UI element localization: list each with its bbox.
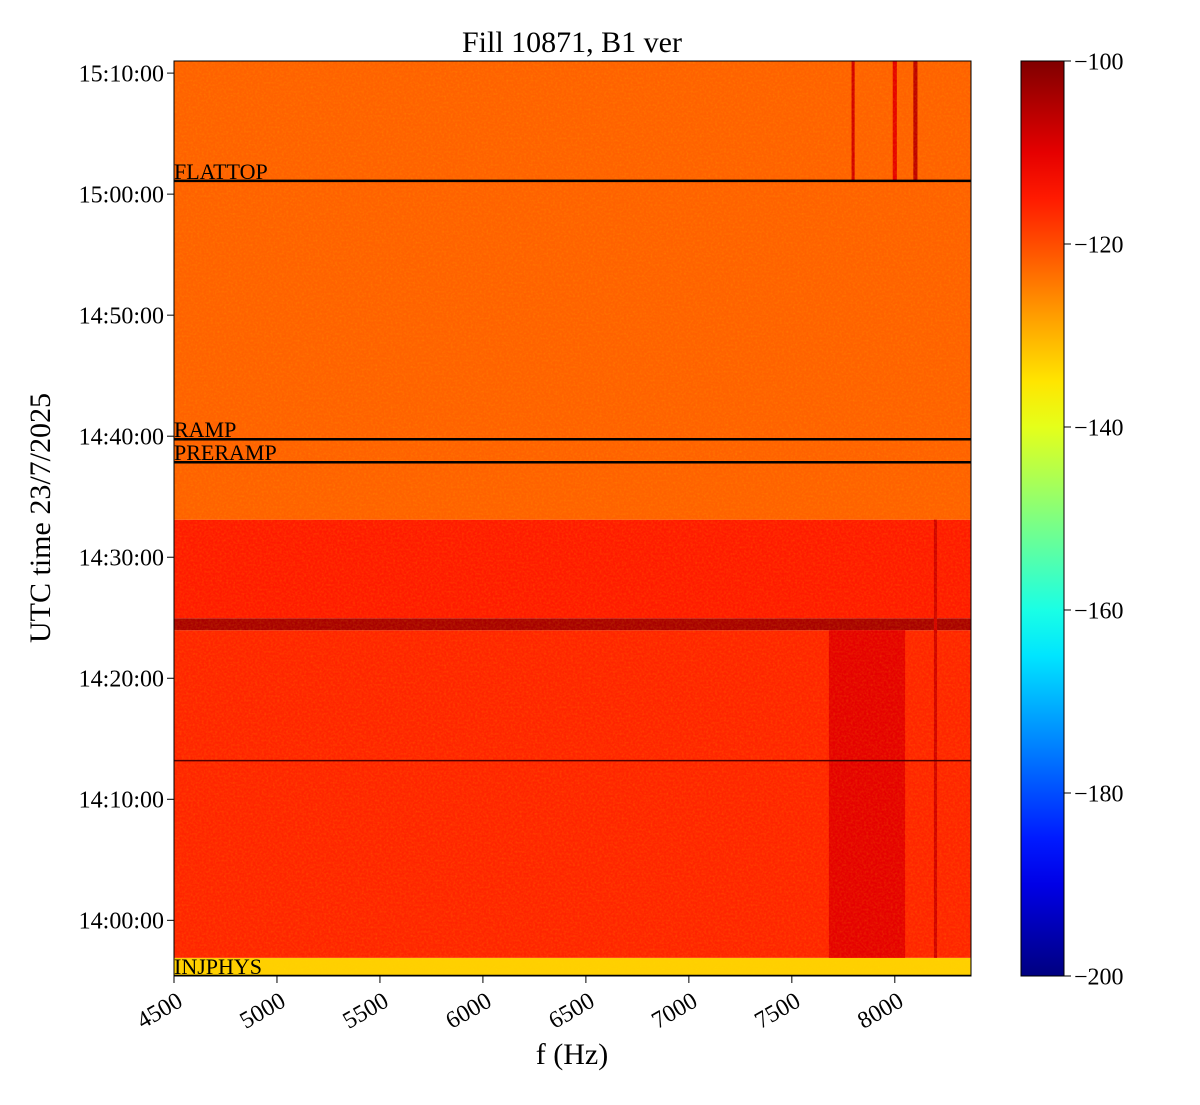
y-tick-label: 15:00:00 [79, 183, 164, 209]
x-axis-label: f (Hz) [536, 1038, 608, 1071]
marker-label: INJPHYS [174, 954, 262, 979]
x-tick-label: 5000 [236, 988, 291, 1035]
colorbar-tick-label: −180 [1074, 781, 1124, 807]
marker-label: RAMP [174, 417, 236, 442]
y-tick-label: 14:40:00 [79, 425, 164, 451]
colorbar-tick-label: −120 [1074, 232, 1124, 258]
colorbar-tick-label: −140 [1074, 415, 1124, 441]
y-tick-label: 14:50:00 [79, 304, 164, 330]
x-tick-label: 8000 [853, 988, 908, 1035]
colorbar-tick-label: −200 [1074, 964, 1124, 990]
colorbar-tick-label: −100 [1074, 49, 1124, 75]
plot-area [174, 61, 971, 976]
colorbar [1020, 60, 1065, 977]
marker-label: PRERAMP [174, 440, 277, 465]
y-tick-label: 14:30:00 [79, 546, 164, 572]
x-tick-label: 7000 [647, 988, 702, 1035]
x-tick-label: 4500 [133, 988, 188, 1035]
chart-title: Fill 10871, B1 ver [462, 26, 682, 59]
plot-frame [173, 60, 972, 977]
x-tick-label: 7500 [750, 988, 805, 1035]
y-axis-label: UTC time 23/7/2025 [24, 393, 57, 643]
x-tick-label: 5500 [339, 988, 394, 1035]
y-tick-label: 14:00:00 [79, 909, 164, 935]
y-tick-label: 14:20:00 [79, 667, 164, 693]
x-tick-label: 6000 [442, 988, 497, 1035]
noise-texture [174, 61, 971, 976]
y-tick-label: 14:10:00 [79, 788, 164, 814]
x-tick-label: 6500 [545, 988, 600, 1035]
colorbar-tick-label: −160 [1074, 598, 1124, 624]
y-tick-label: 15:10:00 [79, 62, 164, 88]
marker-label: FLATTOP [174, 159, 268, 184]
